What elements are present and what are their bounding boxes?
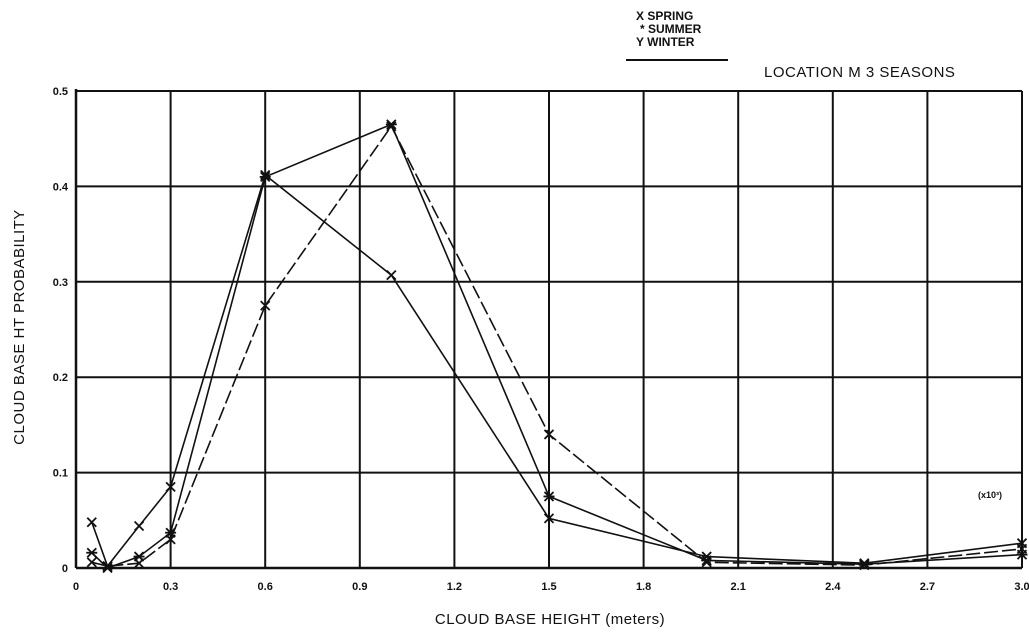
legend-marker-winter: Y: [636, 35, 644, 49]
x-multiplier-label: (x10³): [978, 490, 1002, 500]
data-point-summer: [259, 171, 271, 182]
series-layer: [86, 119, 1028, 574]
y-axis-title: CLOUD BASE HT PROBABILITY: [11, 209, 28, 445]
legend-item-summer: * SUMMER: [640, 22, 702, 36]
data-point-summer: [86, 547, 98, 558]
y-tick-label: 0.5: [53, 86, 68, 98]
y-tick-label: 0: [62, 563, 68, 575]
x-tick-label: 0.9: [352, 581, 367, 593]
x-tick-label: 3.0: [1014, 581, 1029, 593]
data-point-winter: [102, 560, 113, 572]
series-line-summer: [91, 123, 1023, 569]
axis-layer: 0 0.1 0.2 0.3 0.4 0.5 0 0.3 0.6 0.9 1.2 1.5 1.8 2.1 2.…: [53, 86, 1029, 593]
data-point-summer: [385, 119, 397, 130]
data-point-spring: [86, 517, 97, 528]
location-label: LOCATION M 3 SEASONS: [764, 64, 955, 81]
x-tick-label: 0.6: [258, 581, 273, 593]
data-point-winter: [86, 557, 97, 568]
x-tick-label: 1.8: [636, 581, 651, 593]
data-point-spring: [133, 520, 145, 532]
data-point-summer: [701, 555, 713, 566]
legend-item-winter: Y WINTER: [636, 35, 695, 49]
legend: X SPRING * SUMMER Y WINTER: [626, 9, 728, 61]
x-tick-label: 2.4: [825, 581, 841, 593]
data-point-spring: [386, 269, 397, 281]
label-layer: CLOUD BASE HT PROBABILITY CLOUD BASE HEI…: [11, 64, 1002, 628]
series-line-spring: [91, 173, 1023, 568]
y-tick-label: 0.4: [53, 181, 69, 193]
x-tick-label: 2.1: [731, 581, 746, 593]
data-point-winter: [543, 429, 555, 440]
data-point-winter: [1016, 543, 1028, 555]
legend-label-winter: WINTER: [647, 35, 695, 49]
legend-item-spring: X SPRING: [636, 9, 693, 23]
x-tick-label: 2.7: [920, 581, 935, 593]
data-point-winter: [386, 121, 397, 132]
data-point-spring: [543, 513, 555, 524]
x-axis-title: CLOUD BASE HEIGHT (meters): [435, 611, 665, 628]
y-tick-label: 0.3: [53, 277, 68, 289]
grid-layer: [76, 90, 1023, 568]
data-point-summer: [543, 491, 555, 502]
data-point-winter: [859, 560, 870, 571]
data-point-spring: [165, 481, 176, 493]
x-tick-label: 0: [73, 581, 79, 593]
x-tick-label: 1.2: [447, 581, 462, 593]
x-tick-label: 1.5: [541, 581, 556, 593]
data-point-winter: [701, 557, 712, 568]
legend-marker-summer: *: [640, 22, 645, 36]
data-point-winter: [260, 300, 271, 311]
x-tick-label: 0.3: [163, 581, 178, 593]
legend-label-spring: SPRING: [647, 9, 693, 23]
y-tick-label: 0.2: [53, 372, 68, 384]
data-point-winter: [165, 534, 176, 545]
data-point-spring: [260, 169, 271, 181]
legend-label-summer: SUMMER: [648, 22, 702, 36]
y-tick-label: 0.1: [53, 468, 68, 480]
data-point-winter: [133, 558, 145, 569]
legend-marker-spring: X: [636, 9, 644, 23]
